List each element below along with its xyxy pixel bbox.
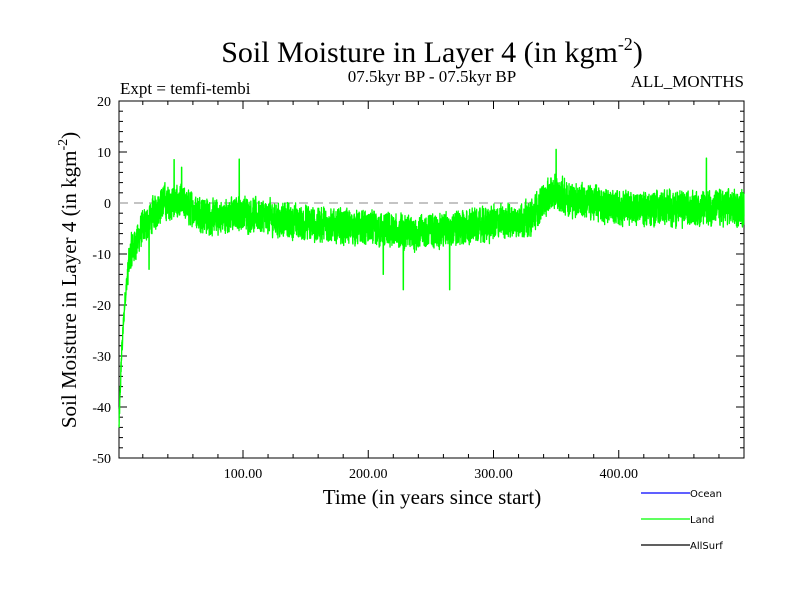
y-axis-label: Soil Moisture in Layer 4 (in kgm-2) xyxy=(56,132,81,428)
y-tick-label: -20 xyxy=(92,299,111,314)
x-tick-label: 100.00 xyxy=(224,467,263,482)
y-tick-label: 10 xyxy=(97,146,111,161)
subtitle-period: 07.5kyr BP - 07.5kyr BP xyxy=(348,67,516,86)
legend: Ocean Land AllSurf xyxy=(641,489,723,552)
y-axis-ticks: -50 -40 -30 -20 -10 0 10 20 xyxy=(92,95,744,467)
subtitle-months: ALL_MONTHS xyxy=(631,72,744,91)
subtitle-experiment: Expt = temfi-tembi xyxy=(120,79,251,98)
series-line-land xyxy=(118,148,745,428)
x-tick-label: 300.00 xyxy=(474,467,513,482)
y-tick-label: 0 xyxy=(104,197,111,212)
y-tick-label: -30 xyxy=(92,350,111,365)
plot-frame xyxy=(118,100,745,459)
y-tick-label: -40 xyxy=(92,401,111,416)
chart-title: Soil Moisture in Layer 4 (in kgm-2) xyxy=(221,34,643,69)
legend-label-allsurf: AllSurf xyxy=(690,541,723,552)
x-tick-label: 400.00 xyxy=(599,467,638,482)
legend-label-ocean: Ocean xyxy=(690,489,722,500)
legend-label-land: Land xyxy=(690,515,714,526)
x-tick-label: 200.00 xyxy=(349,467,388,482)
y-tick-label: -10 xyxy=(92,248,111,263)
x-axis-ticks: 100.00 200.00 300.00 400.00 xyxy=(142,101,720,482)
y-tick-label: -50 xyxy=(92,452,111,467)
x-axis-label: Time (in years since start) xyxy=(323,485,542,509)
y-tick-label: 20 xyxy=(97,95,111,110)
